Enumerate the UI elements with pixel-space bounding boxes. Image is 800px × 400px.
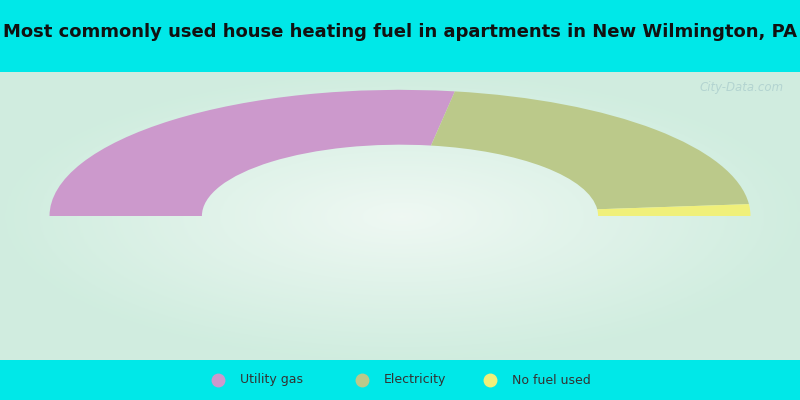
- Text: Electricity: Electricity: [384, 374, 446, 386]
- Text: Utility gas: Utility gas: [240, 374, 303, 386]
- Wedge shape: [431, 91, 749, 209]
- Text: Most commonly used house heating fuel in apartments in New Wilmington, PA: Most commonly used house heating fuel in…: [3, 23, 797, 41]
- Text: City-Data.com: City-Data.com: [700, 81, 784, 94]
- Text: No fuel used: No fuel used: [512, 374, 590, 386]
- Wedge shape: [50, 90, 455, 216]
- Wedge shape: [598, 204, 750, 216]
